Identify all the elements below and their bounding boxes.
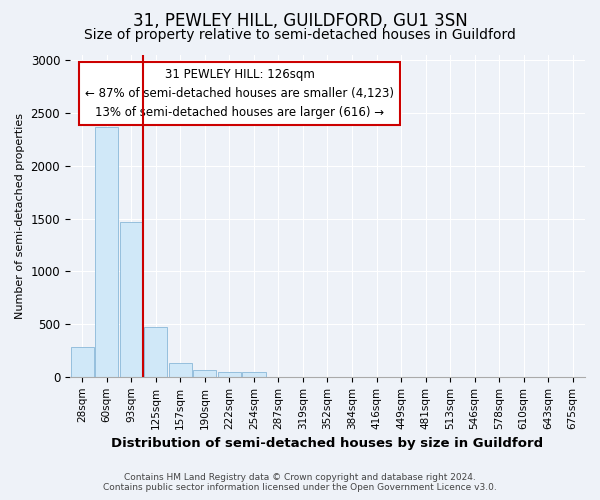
Y-axis label: Number of semi-detached properties: Number of semi-detached properties	[15, 113, 25, 319]
Text: Size of property relative to semi-detached houses in Guildford: Size of property relative to semi-detach…	[84, 28, 516, 42]
Bar	[71, 348, 94, 377]
Text: Contains HM Land Registry data © Crown copyright and database right 2024.
Contai: Contains HM Land Registry data © Crown c…	[103, 473, 497, 492]
Bar	[193, 370, 217, 377]
Bar	[242, 372, 266, 377]
Text: 31 PEWLEY HILL: 126sqm
← 87% of semi-detached houses are smaller (4,123)
13% of : 31 PEWLEY HILL: 126sqm ← 87% of semi-det…	[85, 68, 394, 119]
Bar	[95, 126, 118, 377]
Text: 31, PEWLEY HILL, GUILDFORD, GU1 3SN: 31, PEWLEY HILL, GUILDFORD, GU1 3SN	[133, 12, 467, 30]
Bar	[144, 327, 167, 377]
Bar	[218, 372, 241, 377]
Bar	[119, 222, 143, 377]
X-axis label: Distribution of semi-detached houses by size in Guildford: Distribution of semi-detached houses by …	[112, 437, 544, 450]
Bar	[169, 363, 192, 377]
